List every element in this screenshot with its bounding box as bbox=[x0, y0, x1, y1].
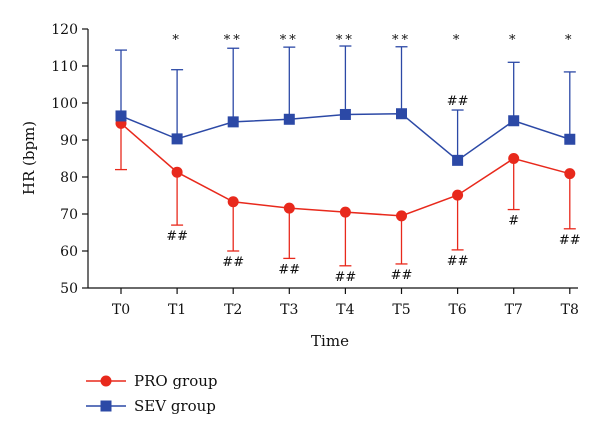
data-point bbox=[283, 202, 295, 214]
data-point bbox=[227, 116, 239, 128]
y-tick-label: 110 bbox=[51, 59, 78, 75]
significance-annotation: ## bbox=[391, 268, 413, 283]
x-tick-label: T1 bbox=[168, 302, 186, 318]
significance-annotation: ** bbox=[392, 33, 411, 48]
x-tick-label: T2 bbox=[224, 302, 242, 318]
data-point bbox=[339, 108, 351, 120]
legend-label: PRO group bbox=[134, 372, 218, 390]
x-tick-label: T0 bbox=[112, 302, 130, 318]
significance-annotation: ## bbox=[278, 262, 300, 277]
significance-annotation: ** bbox=[224, 33, 243, 48]
annotation-layer: #### ## ## #######* ** ** ** ** * * *## bbox=[166, 33, 580, 285]
legend: PRO group SEV group bbox=[86, 372, 218, 415]
series-line bbox=[120, 112, 571, 162]
significance-annotation: ## bbox=[335, 270, 357, 285]
x-axis-title: Time bbox=[311, 332, 349, 350]
y-tick-label: 90 bbox=[60, 133, 78, 149]
x-tick-label: T8 bbox=[561, 302, 579, 318]
legend-marker bbox=[100, 375, 112, 387]
x-tick-label: T3 bbox=[280, 302, 298, 318]
significance-annotation: * bbox=[565, 33, 575, 48]
data-point bbox=[564, 133, 576, 145]
y-tick-label: 120 bbox=[51, 22, 78, 38]
x-tick-label: T6 bbox=[448, 302, 466, 318]
significance-annotation: ** bbox=[280, 33, 299, 48]
series-layer bbox=[115, 45, 576, 267]
data-point bbox=[339, 206, 351, 218]
data-point bbox=[227, 196, 239, 208]
significance-annotation: # bbox=[508, 214, 519, 229]
data-point bbox=[508, 115, 520, 127]
x-tick-label: T7 bbox=[505, 302, 523, 318]
data-point bbox=[396, 108, 407, 120]
significance-annotation: ## bbox=[447, 254, 469, 269]
legend-marker bbox=[100, 400, 112, 412]
x-tick-label: T5 bbox=[392, 302, 410, 318]
significance-annotation: * bbox=[509, 33, 519, 48]
y-tick-label: 80 bbox=[60, 170, 78, 186]
legend-item-2: SEV group bbox=[86, 397, 216, 415]
legend-item-1: PRO group bbox=[86, 372, 218, 390]
data-point bbox=[171, 133, 183, 145]
axes: 50 60 70 80 90 100 110 120 T0 T1 T2 T3 T4 T5 T6 T7 T8 bbox=[51, 22, 579, 318]
data-point bbox=[452, 189, 464, 201]
significance-annotation: ** bbox=[336, 33, 355, 48]
series-line bbox=[120, 122, 570, 217]
y-tick-label: 60 bbox=[60, 244, 78, 260]
significance-annotation: * bbox=[453, 33, 463, 48]
significance-annotation: ## bbox=[222, 255, 244, 270]
significance-annotation: ## bbox=[166, 229, 188, 244]
y-tick-label: 70 bbox=[60, 207, 78, 223]
data-point bbox=[452, 154, 464, 166]
significance-annotation: ## bbox=[559, 233, 581, 248]
significance-annotation: ## bbox=[447, 94, 469, 109]
data-point bbox=[508, 153, 520, 164]
data-point bbox=[171, 166, 183, 178]
x-tick-label: T4 bbox=[336, 302, 354, 318]
data-point bbox=[396, 210, 407, 222]
y-tick-label: 100 bbox=[51, 96, 78, 112]
legend-label: SEV group bbox=[134, 397, 216, 415]
data-point bbox=[283, 113, 295, 125]
data-point bbox=[564, 168, 576, 180]
series-2 bbox=[115, 45, 576, 166]
y-axis-title: HR (bpm) bbox=[20, 121, 38, 195]
significance-annotation: * bbox=[172, 33, 182, 48]
data-point bbox=[115, 110, 127, 122]
y-tick-label: 50 bbox=[60, 281, 78, 297]
